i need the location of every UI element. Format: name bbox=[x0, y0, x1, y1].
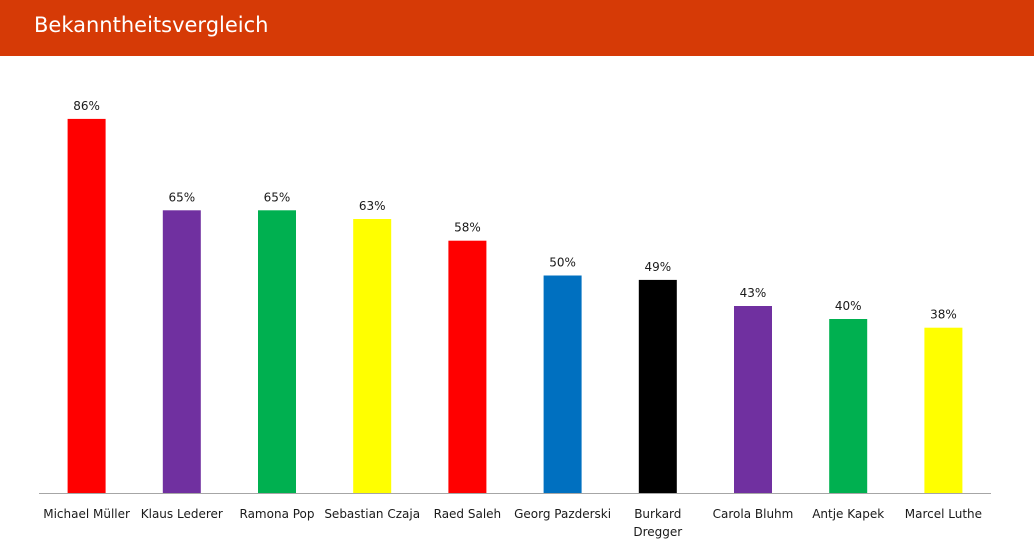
category-label-2: Ramona Pop bbox=[240, 507, 315, 521]
bar-6 bbox=[638, 279, 677, 493]
bar-4 bbox=[448, 240, 487, 493]
bar-chart-svg: 86% Michael Müller 65% Klaus Lederer 65% Ramo… bbox=[39, 99, 991, 539]
category-label-4: Raed Saleh bbox=[434, 507, 502, 521]
bar-8 bbox=[829, 319, 868, 493]
bar-value-label-3: 63% bbox=[359, 199, 386, 213]
category-label-6: Burkard Dregger bbox=[633, 507, 682, 539]
bar-value-label-6: 49% bbox=[644, 260, 671, 274]
bar-value-label-2: 65% bbox=[264, 190, 291, 204]
bar-value-label-1: 65% bbox=[168, 190, 195, 204]
category-label-1: Klaus Lederer bbox=[141, 507, 223, 521]
bar-0 bbox=[67, 118, 106, 494]
bar-chart: 86% Michael Müller 65% Klaus Lederer 65% Ramo… bbox=[0, 56, 1034, 548]
bar-value-label-8: 40% bbox=[835, 299, 862, 313]
bar-value-label-9: 38% bbox=[930, 308, 957, 322]
category-label-9: Marcel Luthe bbox=[905, 507, 982, 521]
bar-7 bbox=[734, 306, 772, 493]
header-bar: Bekanntheitsvergleich bbox=[0, 0, 1034, 56]
category-label-8: Antje Kapek bbox=[812, 507, 884, 521]
bar-value-label-0: 86% bbox=[73, 99, 100, 113]
category-label-5: Georg Pazderski bbox=[514, 507, 611, 521]
category-label-3: Sebastian Czaja bbox=[324, 507, 420, 521]
bar-9 bbox=[924, 327, 963, 493]
page-title: Bekanntheitsvergleich bbox=[34, 13, 269, 37]
bar-1 bbox=[162, 210, 201, 494]
bar-value-label-7: 43% bbox=[740, 286, 767, 300]
category-label-0: Michael Müller bbox=[43, 507, 130, 521]
bar-value-label-5: 50% bbox=[549, 256, 576, 270]
bar-5 bbox=[543, 275, 582, 493]
category-label-7: Carola Bluhm bbox=[713, 507, 794, 521]
bar-value-label-4: 58% bbox=[454, 221, 481, 235]
bar-3 bbox=[353, 219, 392, 493]
bar-2 bbox=[258, 210, 296, 494]
